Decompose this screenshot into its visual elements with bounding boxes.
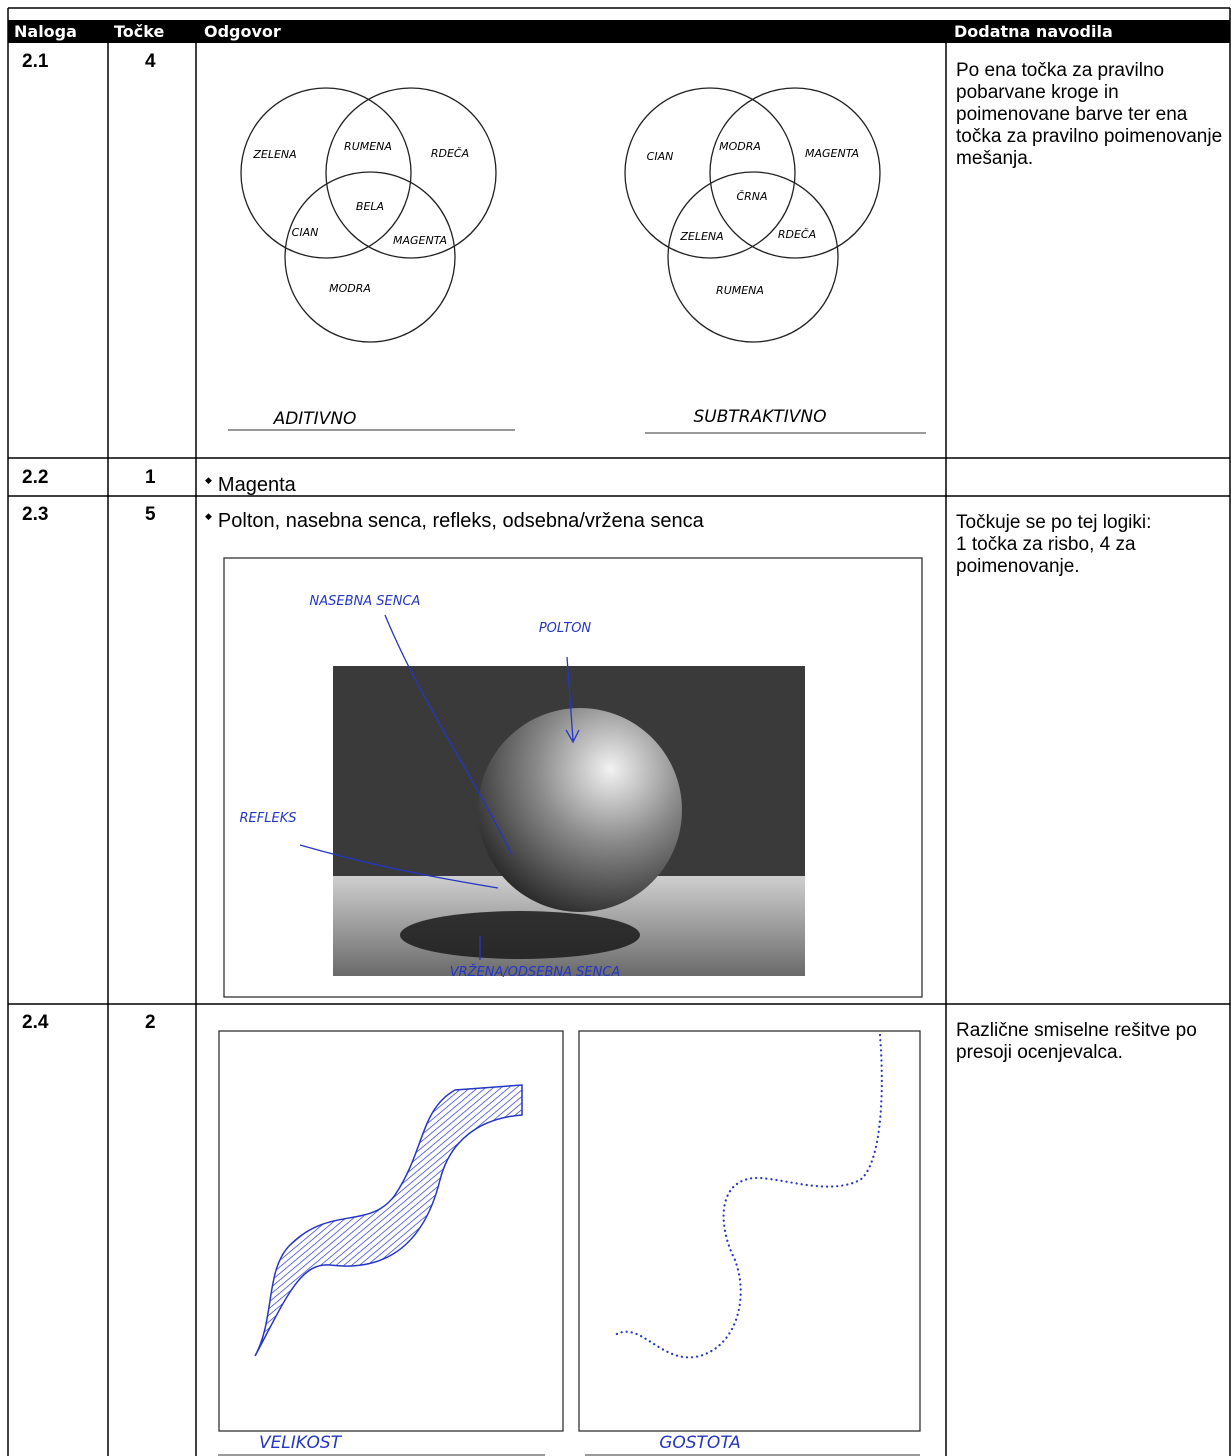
header-band (8, 20, 1230, 43)
venn-label: RUMENA (344, 140, 392, 153)
notes: Različne smiselne rešitve po presoji oce… (956, 1020, 1197, 1063)
venn-label: CIAN (292, 226, 319, 239)
venn-label: MODRA (719, 140, 761, 153)
task-number: 2.2 (22, 467, 49, 488)
venn-label: ČRNA (736, 190, 767, 203)
venn-label: MODRA (329, 282, 371, 295)
dotted-curve (613, 1033, 883, 1359)
notes: Po ena točka za pravilno pobarvane kroge… (956, 60, 1223, 169)
header-cell: Dodatna navodila (954, 22, 1113, 41)
venn-label: ZELENA (679, 230, 723, 243)
points: 5 (145, 504, 156, 525)
drawing-label: NASEBNA SENCA (310, 594, 421, 609)
drawing-caption: VELIKOST (259, 1433, 343, 1453)
venn-label: RDEČA (431, 147, 469, 160)
drawing-frame (218, 1030, 564, 1432)
notes: Točkuje se po tej logiki: 1 točka za ris… (956, 512, 1152, 577)
task-number: 2.4 (22, 1012, 49, 1033)
sphere (478, 708, 682, 912)
venn-label: ZELENA (252, 148, 296, 161)
venn-label: MAGENTA (393, 234, 447, 247)
answer-text: Magenta (205, 474, 296, 497)
hatched-ribbon (254, 1084, 523, 1357)
drawing-caption: GOSTOTA (659, 1433, 741, 1453)
header-cell: Odgovor (204, 22, 281, 41)
points: 2 (145, 1012, 156, 1033)
venn-caption: SUBTRAKTIVNO (694, 407, 827, 427)
drawing-label: POLTON (539, 621, 592, 636)
points: 4 (145, 51, 156, 72)
answer-text: Polton, nasebna senca, refleks, odsebna/… (205, 510, 704, 533)
venn-label: RUMENA (716, 284, 764, 297)
header-cell: Naloga (14, 22, 77, 41)
venn-diagram (240, 87, 497, 343)
drawing-label: VRŽENA/ODSEBNA SENCA (450, 964, 621, 980)
venn-diagram (624, 87, 881, 343)
task-number: 2.1 (22, 51, 49, 72)
task-number: 2.3 (22, 504, 49, 525)
drawing-frame (578, 1030, 921, 1432)
venn-label: CIAN (647, 150, 674, 163)
pointer-lines (299, 614, 580, 960)
drawing-label: REFLEKS (240, 811, 297, 826)
venn-label: BELA (356, 200, 384, 213)
venn-caption: ADITIVNO (273, 409, 357, 429)
venn-label: RDEČA (778, 228, 816, 241)
header-cell: Točke (114, 22, 164, 41)
cast-shadow (400, 911, 640, 959)
table-grid (7, 7, 1231, 1456)
points: 1 (145, 467, 156, 488)
venn-label: MAGENTA (805, 147, 859, 160)
